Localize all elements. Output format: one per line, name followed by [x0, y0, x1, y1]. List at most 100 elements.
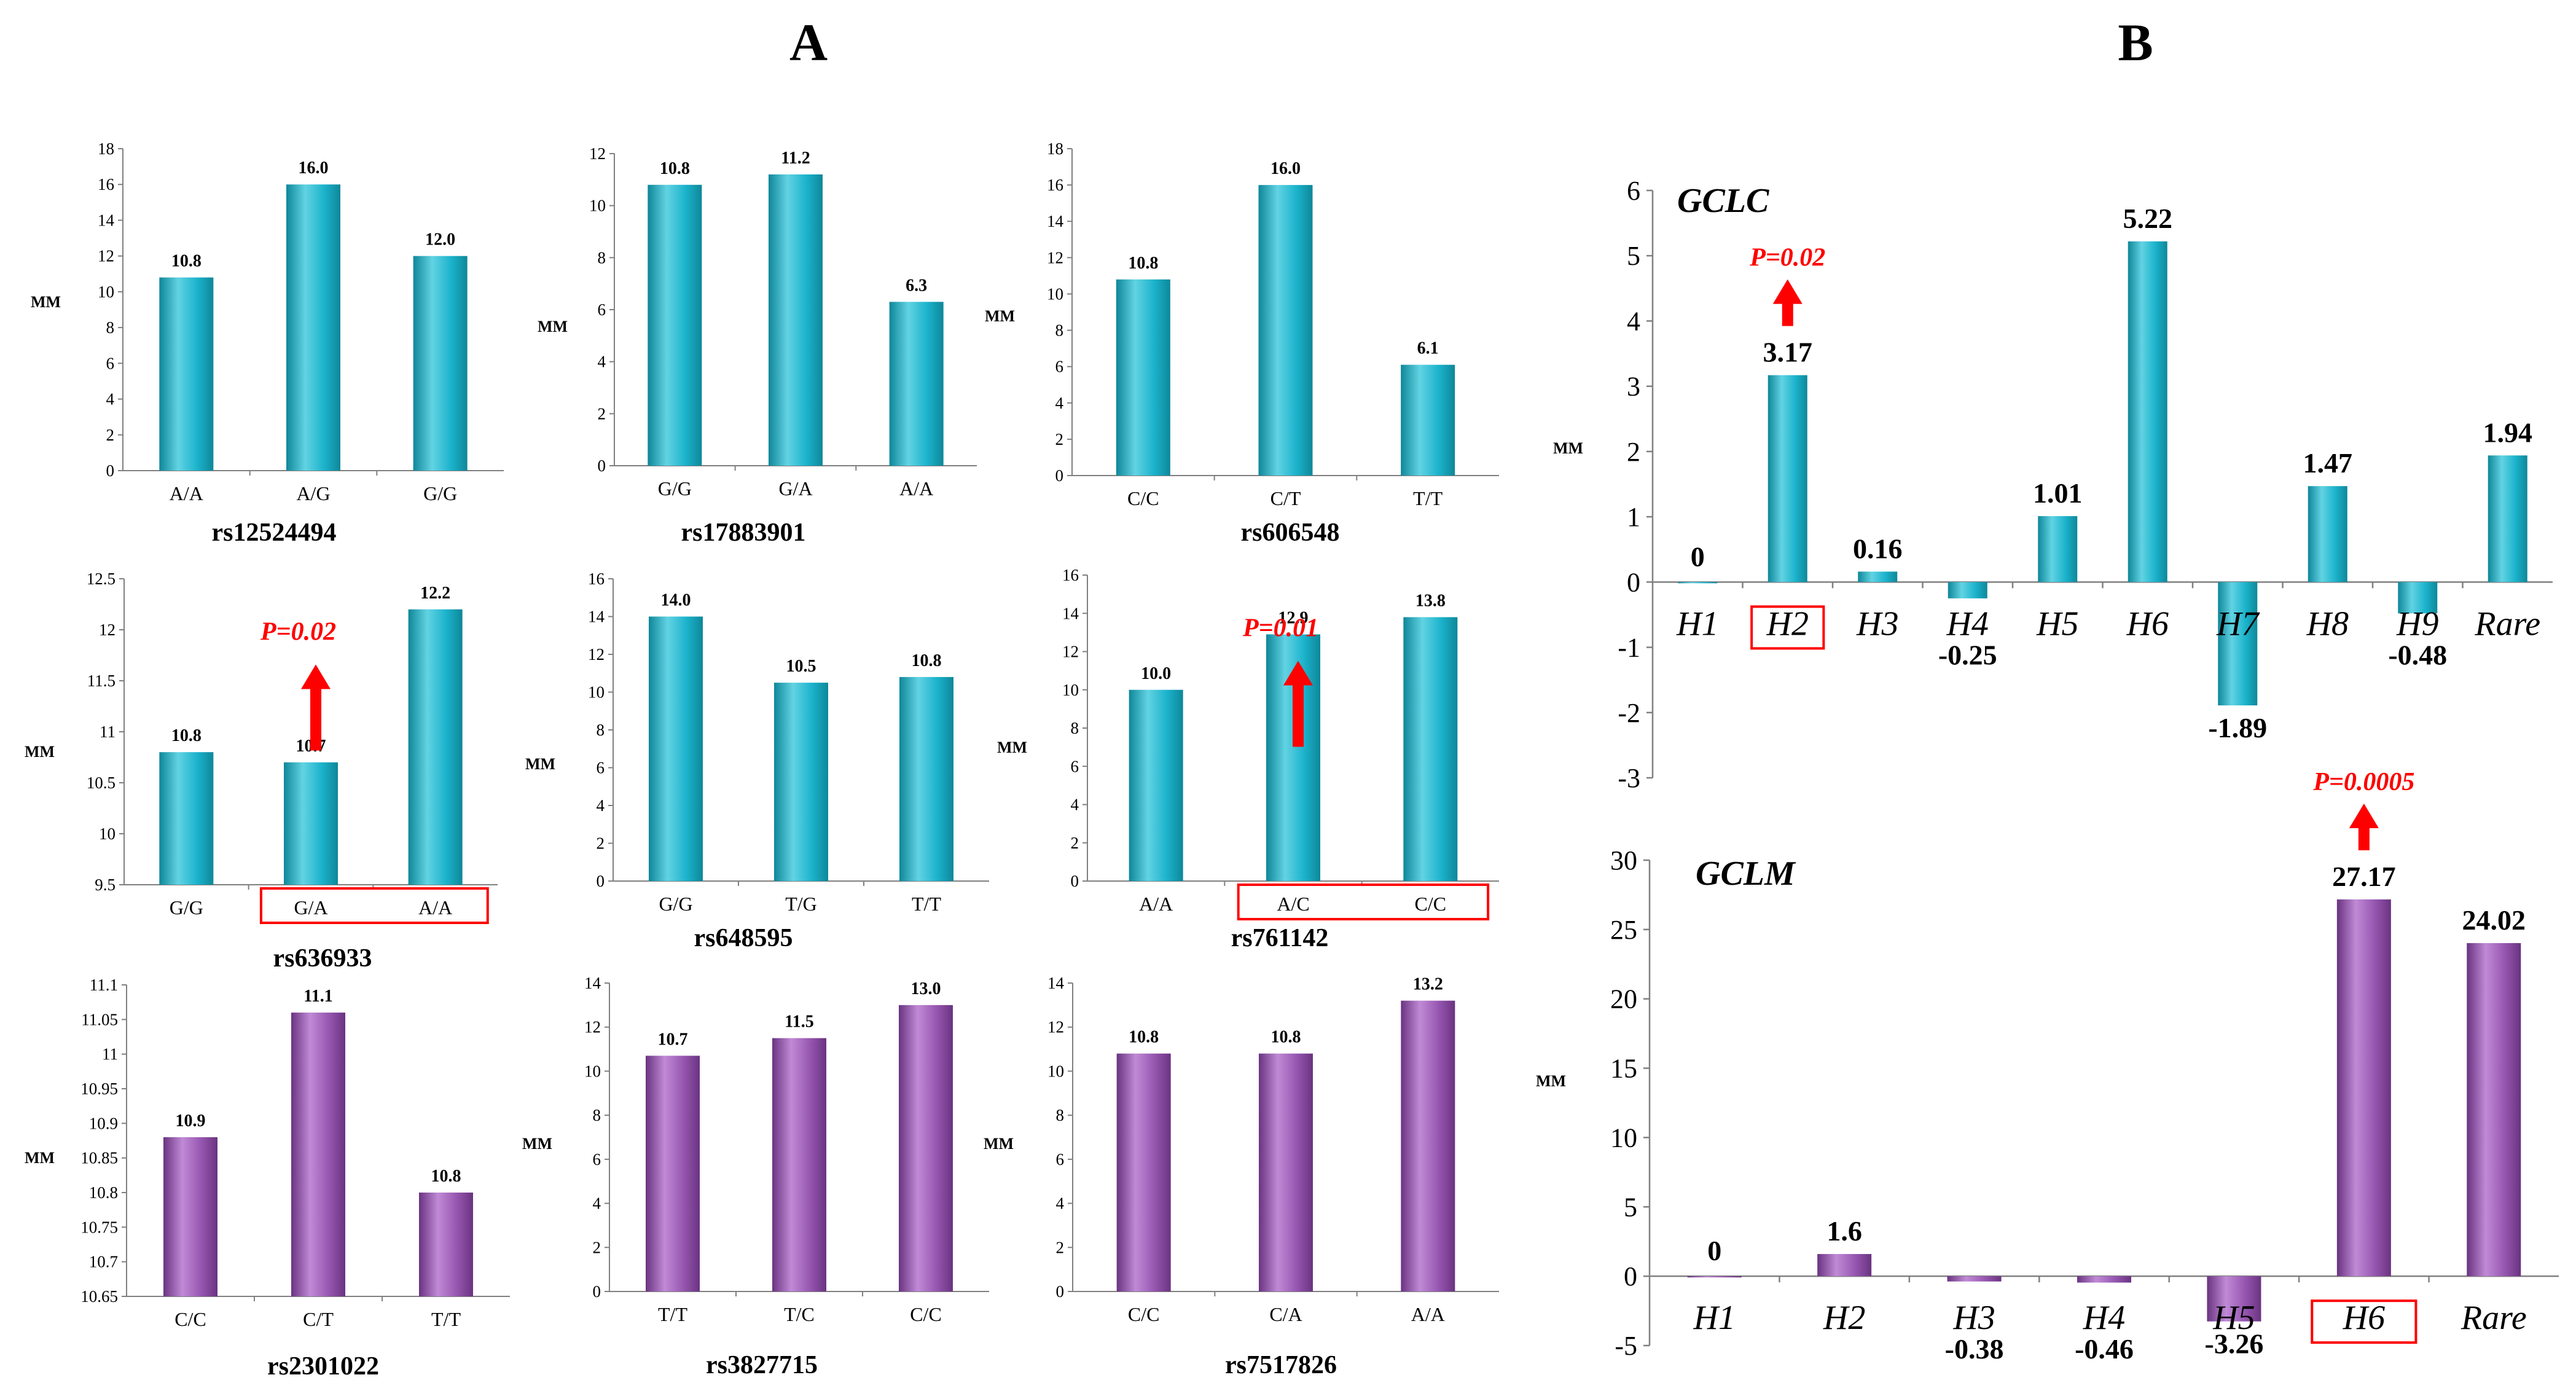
bar-H2 [1768, 375, 1807, 582]
y-tick-label: 1 [1627, 502, 1640, 532]
bar-value-label: 11.2 [781, 149, 810, 168]
bar-value-label: 1.6 [1826, 1215, 1862, 1247]
chart-rs606548: 0 2 4 6 8 10 12 14 16 18 10.8 C/C 16.0 C/T 6.1 T/T MM rs6… [985, 139, 1499, 547]
y-tick-label: 12.5 [87, 570, 115, 588]
y-tick-label: 10.95 [80, 1080, 118, 1098]
y-tick-label: 10 [1062, 681, 1079, 699]
x-tick-label: T/T [658, 1303, 687, 1325]
y-tick-label: 16 [1062, 566, 1079, 584]
bar-G/G [649, 616, 703, 881]
bar-A/A [159, 277, 214, 471]
y-tick-label: 10 [589, 197, 606, 215]
chart-title: rs2301022 [267, 1352, 379, 1381]
bar-value-label: 10.8 [1129, 1028, 1159, 1047]
chart-title: rs636933 [273, 944, 372, 973]
x-tick-label: G/A [294, 896, 327, 919]
red-up-arrow-GCLM [2349, 803, 2379, 850]
y-tick-label: 12 [588, 645, 605, 664]
chart-GCLM: -5 0 5 10 15 20 25 30 H1 0 H2 1.6 H3-0.38 H4-0.46 H5-3… [1536, 768, 2559, 1365]
y-tick-label: 11.5 [87, 672, 115, 690]
x-tick-label: H2 [1823, 1299, 1865, 1337]
y-tick-label: 20 [1610, 984, 1637, 1014]
y-tick-label: 8 [106, 318, 115, 337]
y-tick-label: 11 [102, 1045, 118, 1064]
bar-H1 [1678, 582, 1718, 584]
highlight-box [2311, 1299, 2417, 1344]
bar-value-label: 10.7 [658, 1030, 688, 1049]
bar-H4 [2077, 1276, 2131, 1283]
y-tick-label: 8 [597, 721, 605, 739]
x-tick-label: H4 [1946, 605, 1989, 643]
p-value-annotation: P=0.01 [1242, 614, 1318, 642]
x-tick-label: H5 [2036, 605, 2078, 643]
y-tick-label: 10 [1610, 1123, 1637, 1153]
bar-H6 [2128, 241, 2167, 582]
y-tick-label: 0 [1055, 466, 1064, 485]
chart-title: rs7517826 [1225, 1351, 1337, 1379]
y-tick-label: 11.05 [81, 1010, 118, 1029]
bar-value-label: -0.38 [1945, 1333, 2004, 1365]
x-tick-label: H7 [2216, 605, 2260, 643]
chart-rs648595: 0 2 4 6 8 10 12 14 16 14.0 G/G 10.5 T/G 10.8 T/T MM rs64… [525, 570, 989, 952]
bar-value-label: 1.01 [2033, 477, 2083, 509]
bar-value-label: 14.0 [661, 591, 691, 610]
x-tick-label: H1 [1676, 605, 1718, 643]
bar-G/G [648, 184, 702, 466]
chart-title: rs17883901 [681, 519, 806, 547]
x-tick-label: H2 [1766, 605, 1809, 643]
chart-rs761142: 0 2 4 6 8 10 12 14 16 10.0 A/A 12.9 A/C 13.8 C/C MM rs76… [997, 566, 1499, 952]
bar-H4 [1948, 582, 1987, 598]
y-tick-label: 10.7 [89, 1253, 118, 1271]
bar-value-label: 10.0 [1141, 664, 1171, 683]
bar-value-label: 12.2 [420, 584, 450, 603]
x-tick-label: C/C [1128, 1303, 1160, 1325]
bar-value-label: 16.0 [1270, 159, 1301, 178]
bar-T/T [419, 1193, 473, 1296]
bar-value-label: 27.17 [2332, 861, 2396, 892]
p-value-annotation: P=0.02 [260, 617, 336, 646]
y-tick-label: 30 [1610, 845, 1637, 876]
bar-value-label: 10.8 [660, 159, 690, 178]
y-tick-label: 6 [1071, 757, 1079, 775]
y-axis-label: MM [31, 293, 61, 311]
charts-layer: 02468101214161810.8A/A16.0A/G12.0G/GMMrs… [25, 139, 2559, 1381]
bar-value-label: -3.26 [2205, 1328, 2264, 1360]
y-tick-label: -3 [1618, 763, 1640, 793]
x-tick-label: C/T [303, 1308, 334, 1330]
y-tick-label: 14 [1062, 604, 1079, 622]
y-tick-label: -1 [1618, 633, 1640, 663]
bar-value-label: 11.1 [303, 987, 332, 1006]
bar-G/A [769, 174, 823, 466]
bar-C/C [899, 1005, 953, 1291]
bar-G/G [159, 752, 214, 885]
x-tick-label: T/T [431, 1308, 461, 1330]
y-tick-label: 4 [106, 390, 115, 409]
y-tick-label: 0 [1624, 1261, 1637, 1291]
x-tick-label: H9 [2396, 605, 2438, 643]
y-tick-label: 10.85 [80, 1149, 118, 1167]
bar-A/A [408, 609, 463, 885]
bar-value-label: 13.8 [1415, 591, 1446, 610]
y-tick-label: 10 [98, 283, 114, 301]
y-axis-label: MM [984, 1135, 1014, 1153]
bar-value-label: 10.9 [176, 1111, 206, 1131]
chart-rs17883901: 0 2 4 6 8 10 12 10.8 G/G 11.2 G/A 6.3 A/A MM rs1788390… [538, 144, 977, 547]
x-tick-label: C/C [1415, 893, 1447, 915]
y-tick-label: 2 [1056, 1238, 1065, 1256]
bar-Rare [2488, 455, 2527, 582]
chart-title: GCLC [1677, 182, 1769, 220]
bar-C/C [163, 1137, 217, 1296]
y-tick-label: 10 [1047, 1062, 1064, 1080]
red-up-arrow-rs636933 [301, 664, 331, 751]
chart-GCLC: -3 -2 -1 0 1 2 3 4 5 6 H1 0 H2 3.17 H3 0.16 H4-0.25 H5 1.0… [1553, 176, 2553, 793]
highlight-box [1750, 605, 1825, 650]
bar-H9 [2398, 582, 2438, 614]
x-tick-label: H5 [2212, 1299, 2255, 1337]
bar-value-label: 0.16 [1853, 533, 1903, 564]
bar-H1 [1687, 1276, 1742, 1278]
x-tick-label: C/C [1127, 487, 1159, 509]
x-tick-label: G/G [658, 477, 692, 500]
y-tick-label: 10 [1047, 284, 1063, 303]
bar-value-label: 10.5 [786, 657, 816, 676]
x-tick-label: G/G [659, 893, 692, 915]
